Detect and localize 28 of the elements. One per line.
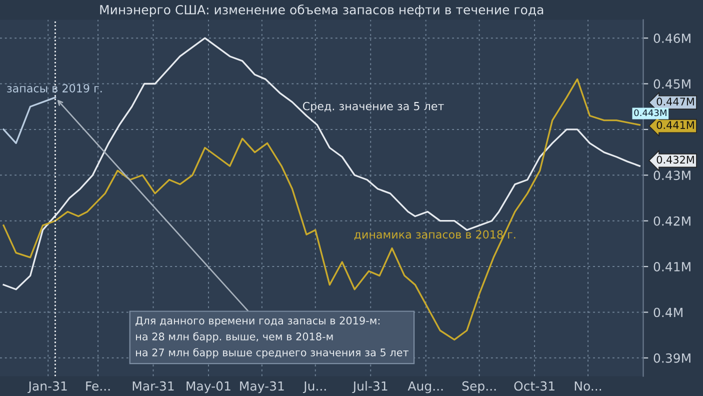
text: 0.447M <box>656 98 694 106</box>
y-tick-label: 0.42M <box>654 216 690 226</box>
x-tick-label: May-01 <box>186 381 230 394</box>
x-tick-label: Jul-31 <box>352 381 388 394</box>
x-tick-label: Mar-31 <box>132 381 174 391</box>
y-tick-label: 0.43M <box>654 170 690 180</box>
y-tick-label: 0.4M <box>654 308 682 318</box>
x-tick-label: Aug... <box>408 381 443 394</box>
annotation: Для данного времени года запасы в 2019-м: на 28 млн барр. выше, чем в 2018-м на 27 млн барр выше среднего значения за 5 лет <box>136 316 409 358</box>
y-tick-label: 0.45M <box>654 79 690 89</box>
text: 0.441M <box>656 121 694 130</box>
x-tick-label: Ju... <box>302 381 326 394</box>
x-tick-label: No... <box>574 381 602 391</box>
y-tick-label: 0.41M <box>654 262 690 272</box>
text: 0.432M <box>656 156 694 164</box>
y-tick-label: 0.39M <box>654 353 690 363</box>
chart-title: Минэнерго США: изменение объема запасов нефти в течение года <box>100 4 544 17</box>
series-label: запасы в 2019 г. <box>7 84 102 92</box>
x-tick-label: Oct-31 <box>514 381 554 391</box>
line-series <box>2 96 56 144</box>
series-label: динамика запасов в 2018 г. <box>354 230 516 240</box>
x-tick-label: Jan-31 <box>28 381 67 394</box>
x-tick-label: Sep... <box>462 381 496 394</box>
annotation: 0.443M <box>634 109 666 116</box>
x-tick-label: Fe... <box>86 381 110 391</box>
x-tick-label: May-31 <box>240 381 284 394</box>
series-label: Сред. значение за 5 лет <box>302 102 444 112</box>
y-tick-label: 0.46M <box>654 34 690 44</box>
